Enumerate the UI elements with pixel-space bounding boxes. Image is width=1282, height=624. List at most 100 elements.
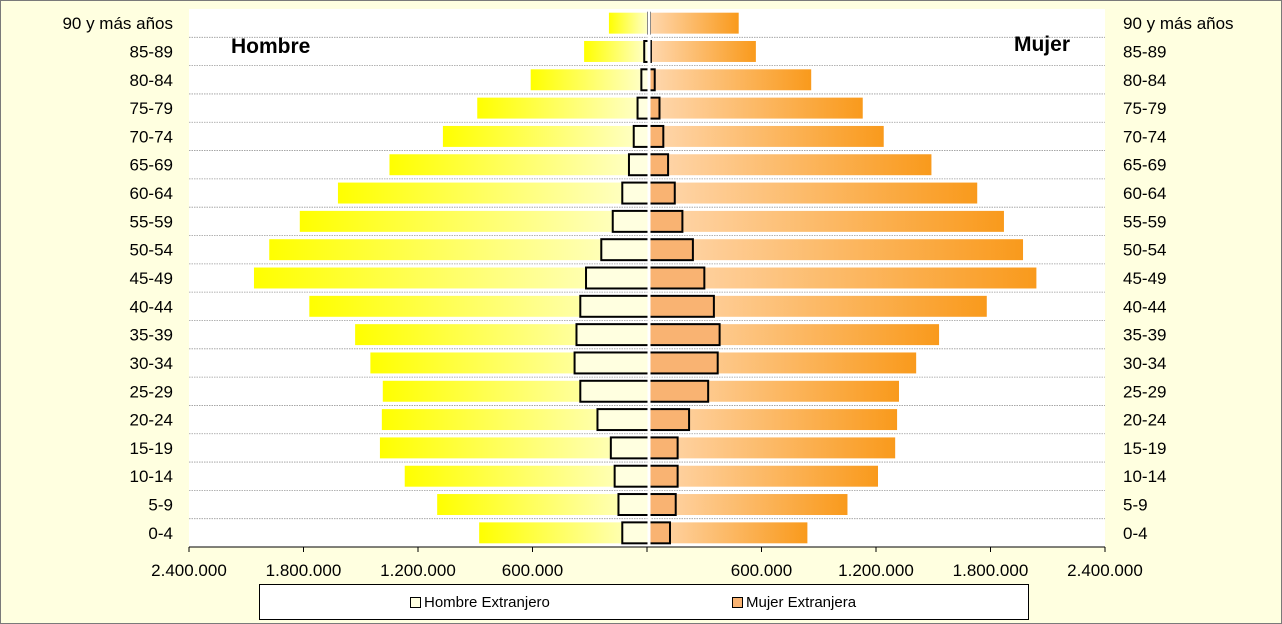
bar-hombre-total bbox=[337, 182, 649, 204]
bar-hombre-extranjero bbox=[611, 209, 650, 233]
bar-hombre-extranjero bbox=[609, 436, 650, 460]
category-label-right: 25-29 bbox=[1123, 382, 1166, 401]
bar-mujer-extranjera bbox=[648, 408, 691, 432]
category-label-right: 30-34 bbox=[1123, 354, 1166, 373]
category-label-right: 75-79 bbox=[1123, 99, 1166, 118]
bar-mujer-total bbox=[649, 210, 1004, 232]
bar-mujer-extranjera bbox=[648, 153, 670, 177]
bar-mujer-extranjera bbox=[648, 209, 684, 233]
legend-item-mujer-extranjera: Mujer Extranjera bbox=[732, 594, 856, 611]
category-label-left: 10-14 bbox=[130, 467, 173, 486]
category-label-right: 65-69 bbox=[1123, 156, 1166, 175]
category-label-left: 70-74 bbox=[130, 127, 173, 146]
bar-mujer-extranjera bbox=[648, 379, 710, 403]
bar-hombre-total bbox=[309, 295, 649, 317]
bar-mujer-total bbox=[649, 295, 987, 317]
right-side-label: Mujer bbox=[1014, 33, 1070, 56]
bar-hombre-total bbox=[479, 522, 649, 544]
bar-hombre-total bbox=[404, 465, 649, 487]
legend-label-hombre-extranjero: Hombre Extranjero bbox=[424, 594, 550, 611]
bar-mujer-extranjera bbox=[648, 464, 679, 488]
x-tick-label: 600.000 bbox=[731, 561, 792, 580]
bar-hombre-extranjero bbox=[636, 96, 650, 120]
bar-mujer-extranjera bbox=[648, 521, 671, 545]
category-label-left: 25-29 bbox=[130, 382, 173, 401]
category-label-right: 20-24 bbox=[1123, 411, 1166, 430]
category-label-left: 5-9 bbox=[148, 496, 173, 515]
bar-hombre-total bbox=[379, 437, 649, 459]
category-label-right: 50-54 bbox=[1123, 241, 1166, 260]
bar-mujer-total bbox=[649, 97, 863, 119]
bar-hombre-total bbox=[269, 239, 649, 261]
bars-layer bbox=[253, 11, 1037, 545]
bar-hombre-total bbox=[389, 154, 649, 176]
category-label-right: 10-14 bbox=[1123, 467, 1166, 486]
category-label-left: 75-79 bbox=[130, 99, 173, 118]
bar-mujer-total bbox=[649, 40, 756, 62]
legend-item-hombre-extranjero: Hombre Extranjero bbox=[410, 594, 550, 611]
bar-mujer-total bbox=[649, 239, 1024, 261]
category-label-left: 55-59 bbox=[130, 212, 173, 231]
category-label-right: 70-74 bbox=[1123, 127, 1166, 146]
bar-mujer-total bbox=[649, 324, 940, 346]
bar-hombre-total bbox=[299, 210, 649, 232]
category-label-left: 50-54 bbox=[130, 241, 173, 260]
category-label-left: 30-34 bbox=[130, 354, 173, 373]
left-side-label: Hombre bbox=[231, 35, 310, 58]
bar-hombre-extranjero bbox=[627, 153, 651, 177]
bar-hombre-extranjero bbox=[617, 493, 651, 517]
bar-mujer-total bbox=[649, 522, 808, 544]
category-label-right: 55-59 bbox=[1123, 212, 1166, 231]
bar-hombre-extranjero bbox=[579, 379, 650, 403]
bar-mujer-total bbox=[649, 125, 884, 147]
bar-mujer-total bbox=[649, 154, 932, 176]
category-label-right: 60-64 bbox=[1123, 184, 1166, 203]
bar-mujer-total bbox=[649, 437, 896, 459]
bar-mujer-total bbox=[649, 12, 739, 34]
bar-hombre-extranjero bbox=[575, 323, 651, 347]
bar-hombre-extranjero bbox=[579, 294, 650, 318]
bar-mujer-extranjera bbox=[648, 266, 706, 290]
category-label-left: 85-89 bbox=[130, 42, 173, 61]
legend: Hombre Extranjero Mujer Extranjera bbox=[259, 584, 1029, 620]
category-label-right: 0-4 bbox=[1123, 524, 1148, 543]
category-label-right: 80-84 bbox=[1123, 71, 1166, 90]
bar-mujer-total bbox=[649, 494, 848, 516]
category-label-left: 35-39 bbox=[130, 326, 173, 345]
x-tick-label: 1.800.000 bbox=[953, 561, 1029, 580]
bar-hombre-extranjero bbox=[621, 181, 650, 205]
bar-hombre-extranjero bbox=[600, 238, 651, 262]
x-tick-label: 2.400.000 bbox=[151, 561, 227, 580]
category-label-left: 60-64 bbox=[130, 184, 173, 203]
bar-mujer-total bbox=[649, 465, 878, 487]
category-label-right: 85-89 bbox=[1123, 42, 1166, 61]
bar-hombre-total bbox=[381, 409, 649, 431]
category-label-right: 5-9 bbox=[1123, 496, 1148, 515]
category-label-left: 65-69 bbox=[130, 156, 173, 175]
bar-hombre-extranjero bbox=[573, 351, 651, 375]
x-tick-label: 1.200.000 bbox=[380, 561, 456, 580]
bar-hombre-total bbox=[477, 97, 649, 119]
category-label-right: 15-19 bbox=[1123, 439, 1166, 458]
x-tick-label: 1.200.000 bbox=[838, 561, 914, 580]
bar-hombre-total bbox=[442, 125, 649, 147]
bar-mujer-extranjera bbox=[648, 436, 679, 460]
axis-layer: 2.400.000 1.800.000 1.200.000 600.000 600.00… bbox=[151, 9, 1143, 580]
legend-swatch-mujer bbox=[732, 597, 743, 608]
bar-mujer-extranjera bbox=[648, 323, 721, 347]
bar-hombre-total bbox=[584, 40, 649, 62]
bar-hombre-extranjero bbox=[596, 408, 650, 432]
x-tick-label: 600.000 bbox=[502, 561, 563, 580]
bar-mujer-total bbox=[649, 409, 898, 431]
bar-mujer-extranjera bbox=[648, 96, 661, 120]
x-tick-label: 2.400.000 bbox=[1067, 561, 1143, 580]
bar-hombre-total bbox=[437, 494, 649, 516]
bar-hombre-extranjero bbox=[585, 266, 651, 290]
bar-mujer-total bbox=[649, 380, 899, 402]
labels-layer: 0-4 0-4 5-9 5-9 10-14 10-14 15-19 15-19 20-24 20-… bbox=[62, 14, 1233, 543]
bar-mujer-extranjera bbox=[648, 493, 677, 517]
bar-mujer-extranjera bbox=[648, 238, 694, 262]
category-label-left: 15-19 bbox=[130, 439, 173, 458]
x-tick-label: 1.800.000 bbox=[266, 561, 342, 580]
